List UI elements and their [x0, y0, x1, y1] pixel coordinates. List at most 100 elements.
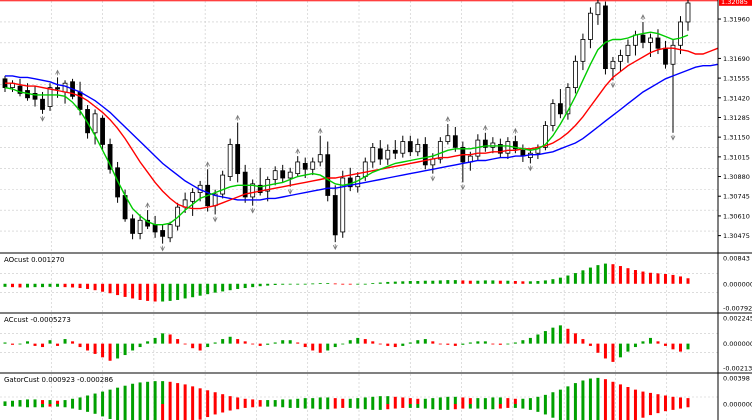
candle [85, 109, 90, 134]
gatorcust-bar [93, 403, 97, 414]
aocust-bar [71, 283, 75, 288]
candle [670, 44, 676, 65]
candle [490, 142, 496, 148]
candle [377, 148, 383, 160]
gatorcust-bar [468, 403, 472, 409]
gatorcust-bar [86, 395, 90, 404]
accust-bar [461, 343, 465, 345]
accust-bar [633, 343, 637, 348]
accust-tick-label: -0.0021349 [723, 365, 752, 373]
accust-bar [453, 343, 457, 346]
aocust-bar [183, 283, 187, 299]
gatorcust-bar [573, 383, 577, 404]
aocust-bar [611, 264, 615, 284]
candle [648, 37, 653, 43]
aocust-bar [371, 283, 375, 284]
gatorcust-bar [536, 396, 540, 404]
candle [595, 2, 601, 16]
aocust-bar [483, 280, 487, 284]
aocust-bar [633, 270, 637, 284]
aocust-bar [273, 283, 277, 285]
candle [190, 192, 196, 202]
gatorcust-bar [213, 392, 217, 404]
gatorcust-bar [26, 403, 30, 408]
gatorcust-bar [63, 403, 67, 408]
gatorcust-bar [243, 398, 247, 404]
gatorcust-bar [326, 397, 330, 404]
gatorcust-bar [528, 403, 532, 410]
accust-bar [243, 341, 247, 344]
aocust-tick-label: 0.000000 [723, 280, 752, 288]
gatorcust-bar [438, 403, 442, 410]
gatorcust-bar [183, 403, 187, 420]
gatorcust-bar [648, 392, 652, 404]
gatorcust-bar [108, 389, 112, 404]
gatorcust-bar [333, 403, 337, 409]
accust-tick-label: 0.000000 [723, 340, 752, 348]
aocust-bar [341, 283, 345, 285]
accust-bar [656, 341, 660, 344]
gatorcust-bar [453, 403, 457, 410]
candle [542, 125, 548, 148]
aocust-bar [641, 271, 645, 284]
accust-bar [513, 342, 517, 344]
aocust-bar [18, 283, 22, 288]
price-tick-label: 1.31285 [723, 114, 750, 122]
gatorcust-bar [78, 403, 82, 410]
gatorcust-bar [581, 403, 585, 420]
accust-bar [408, 342, 412, 344]
accust-bar [273, 342, 277, 344]
gatorcust-bar [393, 396, 397, 404]
gatorcust-bar [483, 403, 487, 410]
gatorcust-bar [101, 391, 105, 404]
accust-bar [33, 343, 37, 346]
aocust-bar [453, 280, 457, 284]
accust-bar [318, 343, 322, 353]
candle [573, 60, 578, 88]
accust-bar [438, 343, 442, 345]
aocust-bar [303, 283, 307, 285]
aocust-bar [48, 283, 52, 287]
price-tick-label: 1.31960 [723, 16, 750, 24]
candle [152, 224, 158, 233]
accust-title: ACcust -0.0005273 [4, 316, 71, 324]
accust-bar [131, 343, 135, 351]
aocust-bar [3, 283, 7, 287]
teeth-line [5, 47, 719, 210]
gatorcust-bar [161, 403, 165, 420]
gatorcust-bar [558, 389, 562, 404]
price-tick-label: 1.30475 [723, 232, 750, 240]
candle [663, 47, 668, 65]
gatorcust-bar [663, 403, 667, 412]
gatorcust-bar [288, 399, 292, 404]
aocust-bar [296, 283, 300, 285]
candle [227, 144, 233, 177]
fractal-down-marker [160, 245, 165, 252]
fractal-down-marker [40, 115, 45, 122]
accust-tick-label: 0.0022451 [723, 315, 752, 323]
gatorcust-bar [678, 397, 682, 404]
aocust-bar [356, 283, 360, 285]
gatorcust-bar [168, 381, 172, 404]
gatorcust-bar [146, 403, 150, 420]
accust-bar [168, 334, 172, 344]
gatorcust-bar [183, 384, 187, 404]
gatorcust-bar [258, 400, 262, 404]
accust-bar [543, 331, 547, 344]
fractal-down-marker [610, 82, 616, 89]
candle [685, 2, 691, 23]
fractal-up-marker [145, 202, 150, 209]
candle [47, 87, 53, 107]
accust-bar [476, 341, 480, 344]
chart-grid [0, 1, 718, 420]
gatorcust-bar [521, 398, 525, 404]
gatorcust-bar [648, 403, 652, 416]
gatorcust-bar [371, 396, 375, 404]
aocust-bar [101, 283, 105, 292]
aocust-bar [311, 283, 315, 285]
gatorcust-tick-label: 0.00398 [723, 375, 750, 383]
aocust-bar [468, 280, 472, 284]
aocust-bar [671, 274, 675, 284]
aocust-bar [168, 283, 172, 301]
gatorcust-bar [288, 403, 292, 408]
